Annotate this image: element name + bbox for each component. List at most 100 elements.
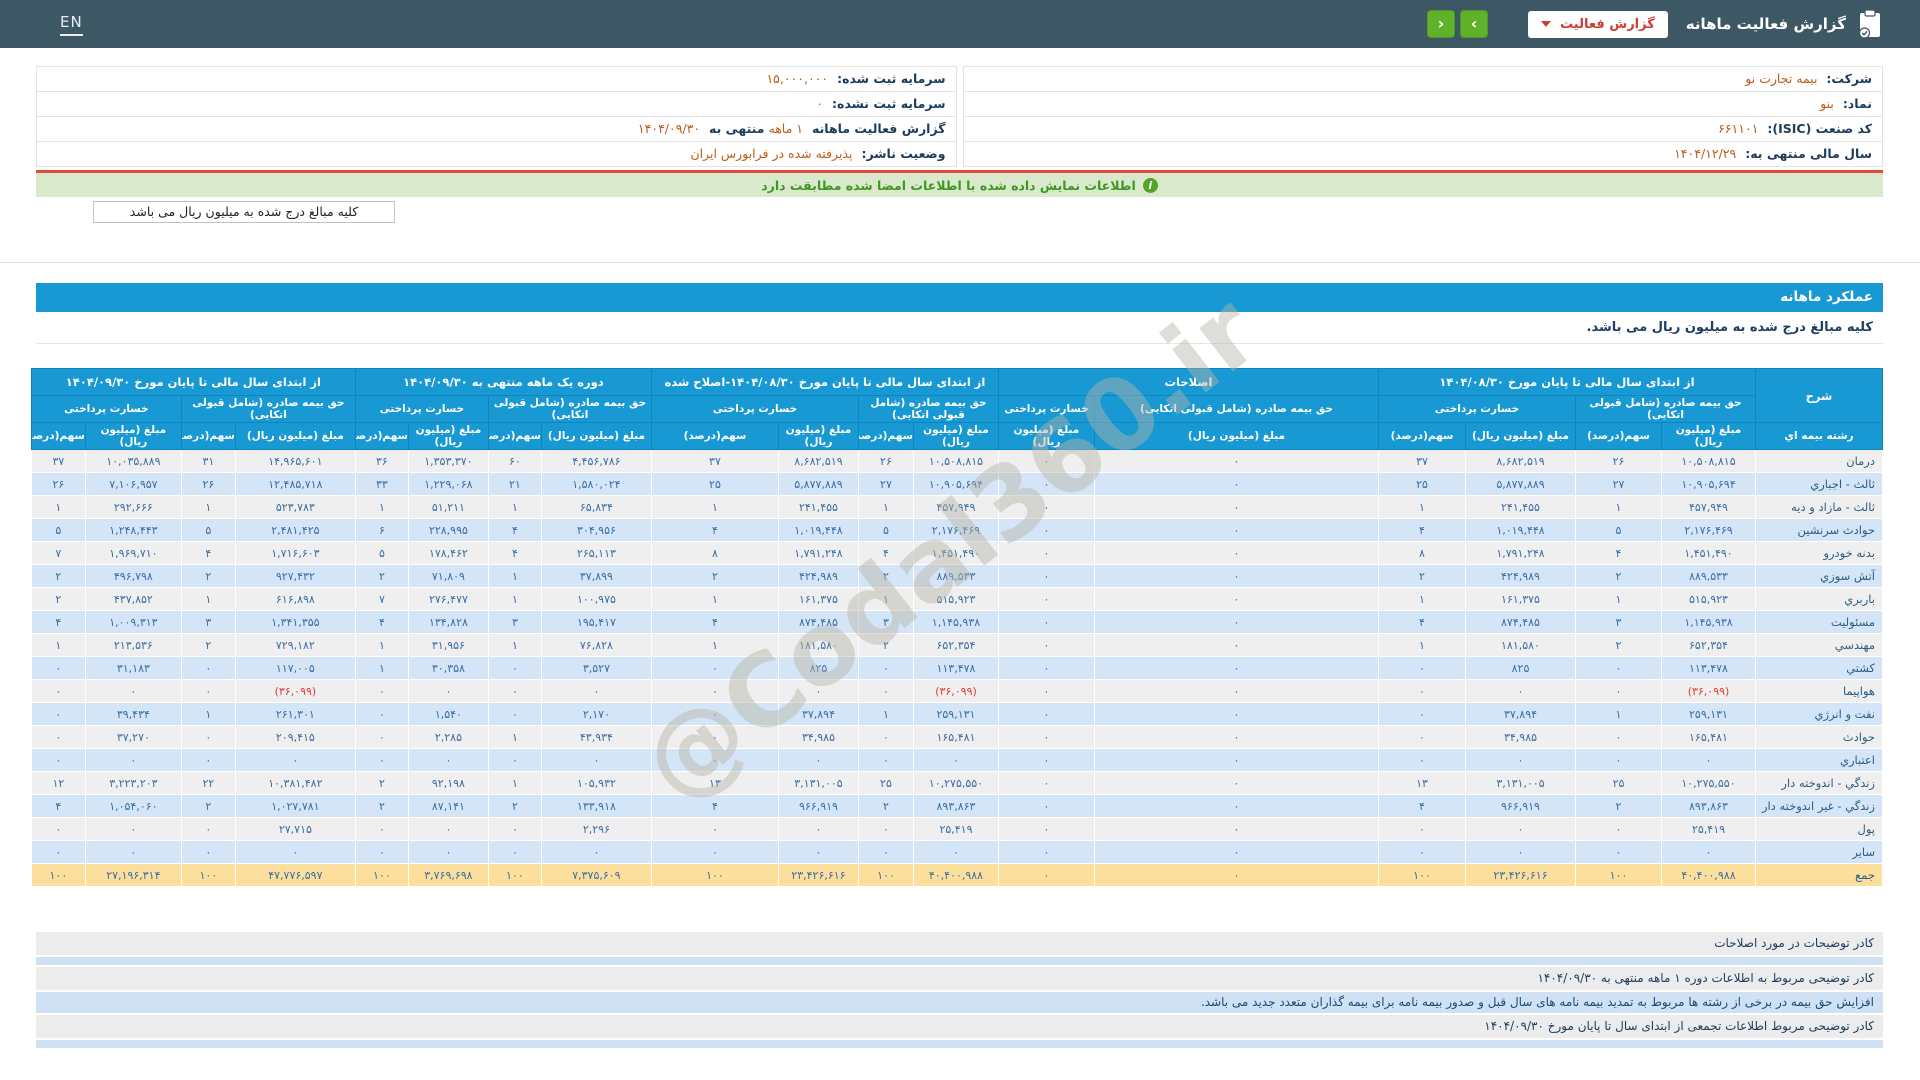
monthly-performance-header: عملکرد ماهانه [36,283,1883,312]
table-cell: ۵ [354,541,409,565]
table-cell: ۲۶ [180,472,236,496]
signed-data-banner-text: اطلاعات نمایش داده شده با اطلاعات امضا ش… [761,177,1136,193]
table-cell: ۸۲۵ [777,656,859,680]
company-info-right-column: شرکت: بیمه تجارت نو نماد: بنو کد صنعت (I… [962,66,1883,167]
table-cell: ۲۲ [180,771,236,795]
table-cell: ۱,۴۵۱,۴۹۰ [912,541,999,565]
claims-subheader: خسارت پرداختی [997,395,1095,423]
table-cell: ۳ [180,610,236,634]
table-cell: ۱۰۰ [857,863,914,887]
table-cell: ۱,۰۱۹,۴۴۸ [1465,518,1576,542]
table-cell: ۲۷,۷۱۵ [234,817,356,841]
table-cell: ۴۳,۹۳۴ [540,725,652,749]
table-cell: ۰ [1093,817,1379,841]
table-cell: ۱۰,۲۷۵,۵۵۰ [1661,771,1756,795]
symbol-value: بنو [1820,96,1834,111]
table-cell: ۵ [857,518,914,542]
table-cell: ۰ [997,679,1095,703]
table-cell: ۰ [650,817,779,841]
table-cell: ۰ [30,679,86,703]
table-cell: ۰ [857,725,914,749]
premium-subheader: حق بیمه صادره (شامل قبولی اتکایی) [857,395,999,423]
table-cell: ۰ [857,840,914,864]
table-cell: ۳۷,۸۹۴ [1465,702,1576,726]
table-cell: ۰ [84,748,182,772]
table-cell: ۰ [30,840,86,864]
table-cell: ۱۰,۵۰۸,۸۱۵ [1661,449,1756,473]
claims-subheader: خسارت پرداختی [650,395,859,423]
table-cell: ۰ [857,748,914,772]
table-cell: ۲ [30,587,86,611]
table-cell: ۱۶۵,۴۸۱ [912,725,999,749]
table-cell: ۲۷ [857,472,914,496]
table-cell: ۱۰۵,۹۳۲ [540,771,652,795]
previous-report-button[interactable]: ‹ [1427,10,1456,38]
table-cell: ۱۰۰ [1377,863,1467,887]
table-cell: ۱۰۰ [354,863,409,887]
english-language-link[interactable]: EN [60,13,83,36]
amount-unit-header: مبلغ (میلیون ریال) [1465,422,1576,450]
table-cell: ۰ [1377,817,1467,841]
table-cell: ۰ [912,748,999,772]
section-divider [0,262,1920,263]
table-cell: ۱۲,۴۸۵,۷۱۸ [234,472,356,496]
table-cell: ۰ [540,840,652,864]
table-cell: ۰ [1093,495,1379,519]
table-cell: ۰ [1575,748,1662,772]
table-cell: ۲ [1575,633,1662,657]
table-cell: ۴ [30,794,86,818]
table-cell: ۲ [857,564,914,588]
table-cell: ۸۷۴,۴۸۵ [1465,610,1576,634]
table-cell: ۲ [180,794,236,818]
table-cell: ۸۹۳,۸۶۳ [1661,794,1756,818]
report-period-label2: منتهی به [709,121,765,136]
table-cell: ۲۷ [1575,472,1662,496]
claims-subheader: خسارت پرداختی [354,395,489,423]
table-cell: ۴۲۴,۹۸۹ [777,564,859,588]
table-cell: ۰ [1661,840,1756,864]
table-cell: ۸۷,۱۴۱ [407,794,489,818]
table-cell: ۸۸۹,۵۳۳ [1661,564,1756,588]
table-cell: ۱ [650,495,779,519]
table-cell: ۰ [354,702,409,726]
chevron-down-icon [1541,21,1552,27]
unregistered-capital-row: سرمایه ثبت نشده: ۰ [36,91,957,117]
table-cell: ۲۶۵,۱۱۳ [540,541,652,565]
table-cell: ۱ [1377,495,1467,519]
table-cell: ۰ [1093,610,1379,634]
table-cell: ۴ [650,794,779,818]
table-cell: ۰ [30,656,86,680]
table-cell: ۰ [912,840,999,864]
table-cell: ۰ [30,817,86,841]
table-cell: ۰ [1093,771,1379,795]
table-cell: ۱۶۵,۴۸۱ [1661,725,1756,749]
row-label: هواپیما [1755,679,1883,703]
table-cell: ۸ [1377,541,1467,565]
fiscal-year-row: سال مالی منتهی به: ۱۴۰۴/۱۲/۲۹ [962,141,1883,167]
table-cell: ۱۰۰ [487,863,542,887]
insurance-table-body: درمان ۱۰,۵۰۸,۸۱۵ ۲۶ ۸,۶۸۲,۵۱۹ ۳۷ ۰ ۰ ۱۰,۵۰۸,۸۱۵… [30,449,1883,887]
table-cell: ۰ [997,610,1095,634]
table-cell: ۱,۰۵۴,۰۶۰ [84,794,182,818]
table-cell: ۲ [650,564,779,588]
amount-unit-header: مبلغ (میلیون ریال) [912,422,999,450]
table-cell: ۱,۵۸۰,۰۲۴ [540,472,652,496]
table-cell: ۱,۵۴۰ [407,702,489,726]
table-cell: ۱ [180,587,236,611]
table-cell: ۵۱۵,۹۲۳ [912,587,999,611]
table-cell: ۶۰ [487,449,542,473]
claims-subheader: خسارت پرداختی [1377,395,1577,423]
share-unit-header: سهم(درصد) [857,422,914,450]
table-cell: ۰ [1093,702,1379,726]
table-cell: ۱ [30,633,86,657]
table-cell: ۴۰,۴۰۰,۹۸۸ [1661,863,1756,887]
table-cell: ۰ [650,840,779,864]
report-type-dropdown[interactable]: گزارش فعالیت [1528,10,1668,38]
table-cell: ۸۹۳,۸۶۳ [912,794,999,818]
next-report-button[interactable]: › [1460,10,1489,38]
table-cell: ۲۹۲,۶۶۶ [84,495,182,519]
red-divider-line [36,170,1883,173]
table-cell: ۰ [997,633,1095,657]
table-cell: ۰ [650,679,779,703]
table-cell: ۱,۰۱۹,۴۴۸ [777,518,859,542]
